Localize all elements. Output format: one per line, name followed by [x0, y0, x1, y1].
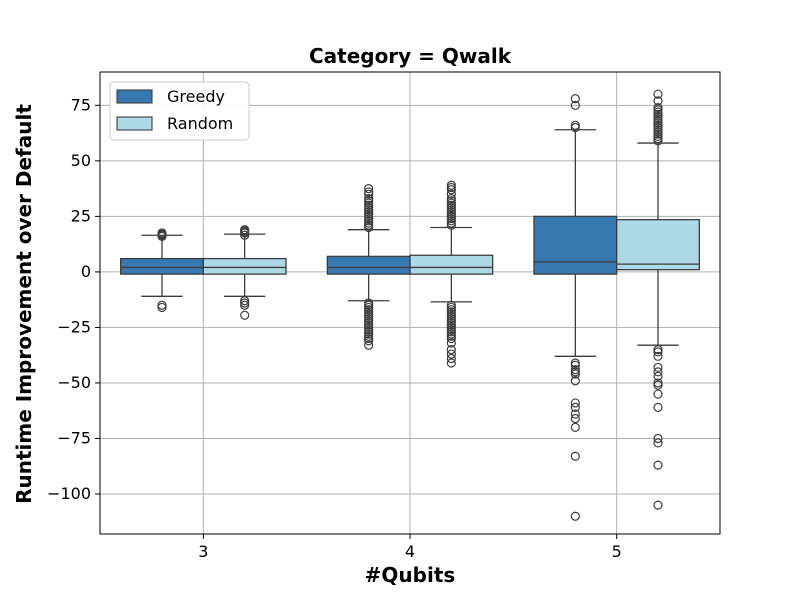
box-group: [120, 228, 204, 313]
box-iqr: [202, 257, 287, 275]
outlier-point: [653, 96, 663, 106]
outlier-point: [570, 422, 580, 432]
outlier-point: [240, 310, 250, 320]
outlier-point: [653, 380, 663, 390]
legend-label: Greedy: [167, 87, 225, 106]
outlier-point: [446, 333, 456, 344]
box-iqr: [326, 255, 411, 275]
axis-layer: 75 50 25 0 −25 −50 −75 −100 3 4 5: [47, 95, 622, 561]
y-tick-label: −25: [57, 317, 91, 336]
outlier-point: [446, 194, 456, 204]
outlier-point: [364, 194, 374, 204]
box-group: [202, 225, 287, 320]
outlier-point: [570, 94, 580, 104]
chart-title: Category = Qwalk: [309, 44, 512, 68]
outlier-point: [570, 376, 580, 386]
outlier-point: [570, 120, 580, 130]
outlier-point: [570, 369, 580, 379]
legend-label: Random: [167, 114, 233, 133]
outlier-point: [446, 180, 456, 190]
outlier-point: [570, 402, 580, 412]
x-tick-label: 3: [198, 542, 208, 561]
y-tick-label: 25: [71, 206, 91, 225]
outlier-point: [157, 228, 167, 238]
legend-swatch: [116, 116, 153, 131]
outlier-point: [446, 349, 456, 359]
outlier-point: [364, 184, 374, 194]
legend: Greedy Random: [109, 81, 250, 141]
outlier-point: [653, 460, 663, 470]
outlier-point: [446, 358, 456, 368]
outlier-point: [653, 351, 663, 361]
outlier-point: [157, 302, 167, 313]
box-iqr: [409, 254, 494, 275]
outlier-point: [364, 336, 374, 346]
outlier-point: [364, 187, 374, 197]
outlier-point: [570, 451, 580, 461]
outlier-point: [240, 300, 250, 310]
outlier-point: [653, 389, 663, 399]
outlier-point: [446, 353, 456, 364]
grid-layer: [100, 72, 720, 534]
outlier-point: [570, 360, 580, 370]
y-tick-label: 50: [71, 151, 91, 170]
box-iqr: [120, 257, 204, 275]
outlier-point: [570, 100, 580, 110]
box-iqr: [533, 215, 618, 275]
outlier-point: [446, 189, 456, 199]
box-layer: [120, 89, 700, 521]
box-group: [533, 94, 618, 521]
y-tick-label: −50: [57, 373, 91, 392]
outlier-point: [570, 511, 580, 521]
outlier-point: [240, 225, 250, 235]
box-group: [409, 180, 494, 368]
outlier-point: [653, 362, 663, 373]
box-group: [326, 184, 411, 350]
x-tick-label: 4: [405, 542, 415, 561]
y-tick-label: −100: [47, 484, 91, 503]
outlier-point: [653, 500, 663, 510]
outlier-point: [653, 433, 663, 444]
outlier-point: [653, 402, 663, 412]
box-iqr: [616, 219, 700, 271]
legend-swatch: [116, 89, 153, 104]
outlier-point: [364, 340, 374, 350]
y-tick-label: 75: [71, 95, 91, 114]
outlier-point: [653, 89, 663, 99]
y-axis-label: Runtime Improvement over Default: [12, 104, 36, 504]
outlier-point: [446, 338, 456, 348]
outlier-point: [570, 398, 580, 408]
box-group: [616, 89, 700, 510]
y-tick-label: 0: [81, 262, 91, 281]
outlier-point: [653, 102, 663, 113]
outlier-point: [653, 347, 663, 357]
outlier-point: [570, 413, 580, 424]
x-tick-label: 5: [612, 542, 622, 561]
outlier-point: [653, 367, 663, 377]
outlier-point: [570, 409, 580, 419]
y-tick-label: −75: [57, 428, 91, 447]
outlier-point: [446, 345, 456, 355]
outlier-point: [653, 438, 663, 448]
x-axis-label: #Qubits: [365, 563, 456, 587]
outlier-point: [653, 371, 663, 381]
